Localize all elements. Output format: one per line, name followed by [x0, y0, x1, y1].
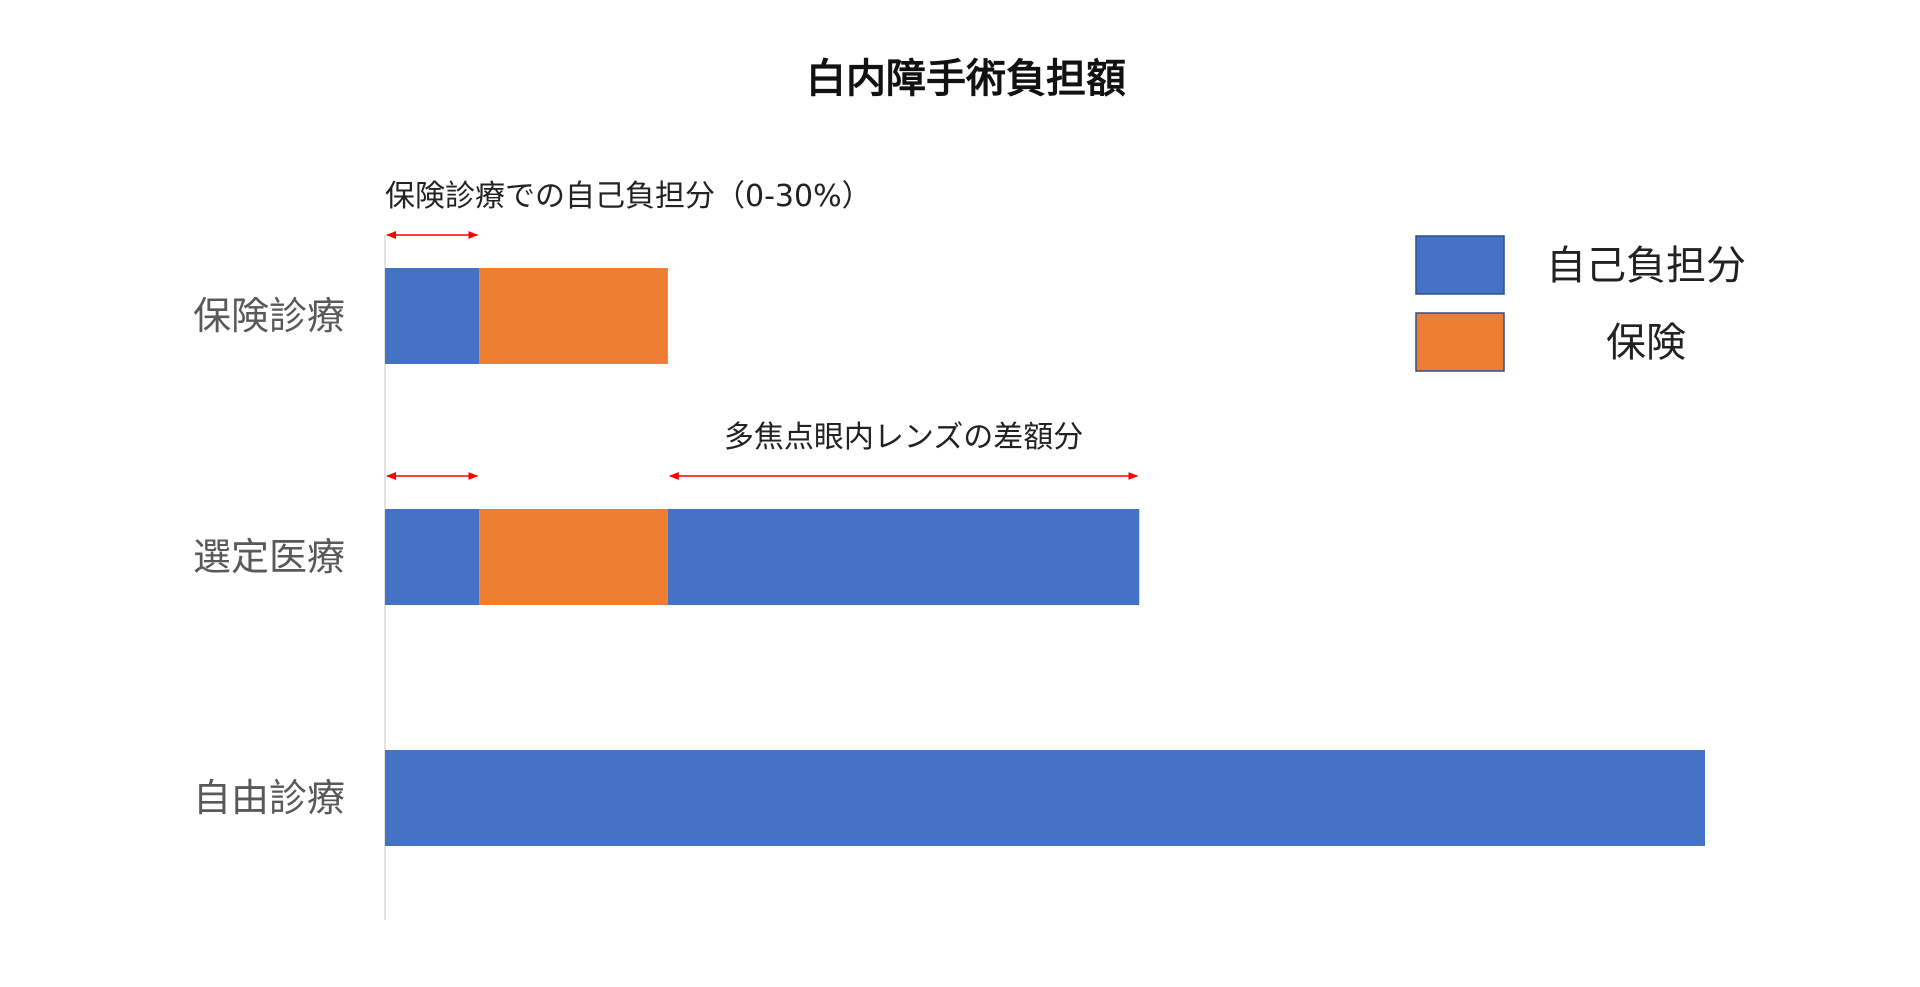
- chart-title: 白内障手術負担額: [806, 56, 1126, 102]
- category-label: 自由診療: [193, 776, 345, 820]
- bar-segment: [479, 268, 668, 364]
- bar-segment: [385, 509, 480, 605]
- legend-swatch: [1415, 312, 1505, 372]
- legend-swatch: [1415, 235, 1505, 295]
- legend-label: 自己負担分: [1546, 243, 1746, 289]
- category-label: 保険診療: [193, 294, 345, 338]
- annotation-text: 保険診療での自己負担分（0-30%）: [385, 179, 872, 214]
- bar-segment: [667, 509, 1140, 605]
- bar-segment: [385, 750, 1705, 846]
- category-label: 選定医療: [193, 535, 345, 579]
- bar-segment: [385, 268, 480, 364]
- legend-label: 保険: [1606, 320, 1686, 366]
- annotation-text: 多焦点眼内レンズの差額分: [724, 420, 1083, 455]
- bar-segment: [479, 509, 668, 605]
